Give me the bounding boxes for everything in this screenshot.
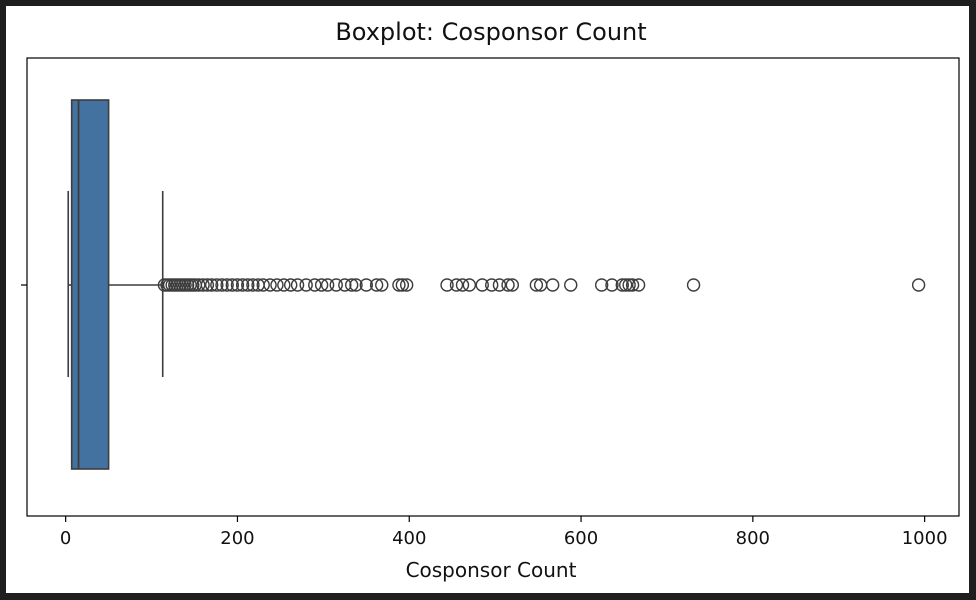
x-tick-label: 800 (736, 528, 770, 549)
outlier-point (290, 278, 305, 292)
outlier-point (619, 278, 633, 292)
outlier-point (492, 278, 507, 292)
outlier-point (369, 278, 384, 292)
outlier-point (344, 278, 359, 292)
figure: Boxplot: Cosponsor Count 0 200 400 600 800 10… (6, 6, 969, 593)
outlier-point (440, 278, 454, 292)
x-axis-label: Cosponsor Count (406, 558, 577, 582)
outlier-point (594, 278, 609, 292)
outlier-point (270, 278, 284, 292)
outlier-point (375, 278, 389, 292)
outlier-point (392, 278, 406, 292)
x-tick-label: 400 (392, 528, 426, 549)
outlier-point (235, 278, 250, 292)
x-tick-label: 200 (220, 528, 254, 549)
x-tick-label: 0 (60, 528, 71, 549)
outlier-point (564, 278, 578, 292)
outlier-point (686, 278, 701, 292)
outlier-point (192, 278, 206, 292)
outlier-point (631, 278, 646, 292)
outlier-point (204, 278, 219, 292)
outlier-point (475, 278, 489, 292)
outlier-point (625, 278, 640, 292)
plot-area (26, 57, 960, 517)
outlier-point (485, 278, 499, 292)
outlier-point (225, 278, 239, 292)
outlier-point (220, 278, 234, 292)
outlier-point (349, 278, 363, 292)
outlier-point (395, 278, 410, 292)
outlier-point (338, 278, 352, 292)
outlier-point (359, 278, 373, 292)
outlier-point (455, 278, 470, 292)
iqr-box (70, 99, 110, 470)
outlier-point (529, 278, 544, 292)
outlier-point (605, 278, 619, 292)
outlier-point (210, 278, 224, 292)
outlier-point (308, 278, 322, 292)
outlier-point (263, 278, 277, 292)
outlier-point (299, 278, 313, 292)
outlier-point (284, 278, 298, 292)
x-tick-label: 1000 (902, 528, 948, 549)
outlier-point (622, 278, 636, 292)
outlier-point (505, 278, 520, 292)
outlier-point (329, 278, 343, 292)
outlier-point (545, 278, 560, 292)
outlier-point (314, 278, 329, 292)
outlier-point (256, 278, 270, 292)
chart-title: Boxplot: Cosponsor Count (335, 18, 646, 46)
outlier-point (399, 278, 414, 292)
x-tick-label: 600 (564, 528, 598, 549)
outlier-point (277, 278, 291, 292)
outlier-point (911, 278, 926, 292)
outlier-point (449, 278, 464, 292)
outlier-point (215, 278, 229, 292)
outlier-point (320, 278, 335, 292)
outlier-point (462, 278, 477, 292)
outlier-point (196, 278, 210, 292)
outlier-point (615, 278, 629, 292)
outlier-point (241, 278, 255, 292)
boxplot-chart: Boxplot: Cosponsor Count 0 200 400 600 800 10… (21, 18, 960, 582)
outlier-point (246, 278, 260, 292)
outlier-point (200, 278, 215, 292)
outlier-point (501, 278, 515, 292)
outlier-point (230, 278, 245, 292)
